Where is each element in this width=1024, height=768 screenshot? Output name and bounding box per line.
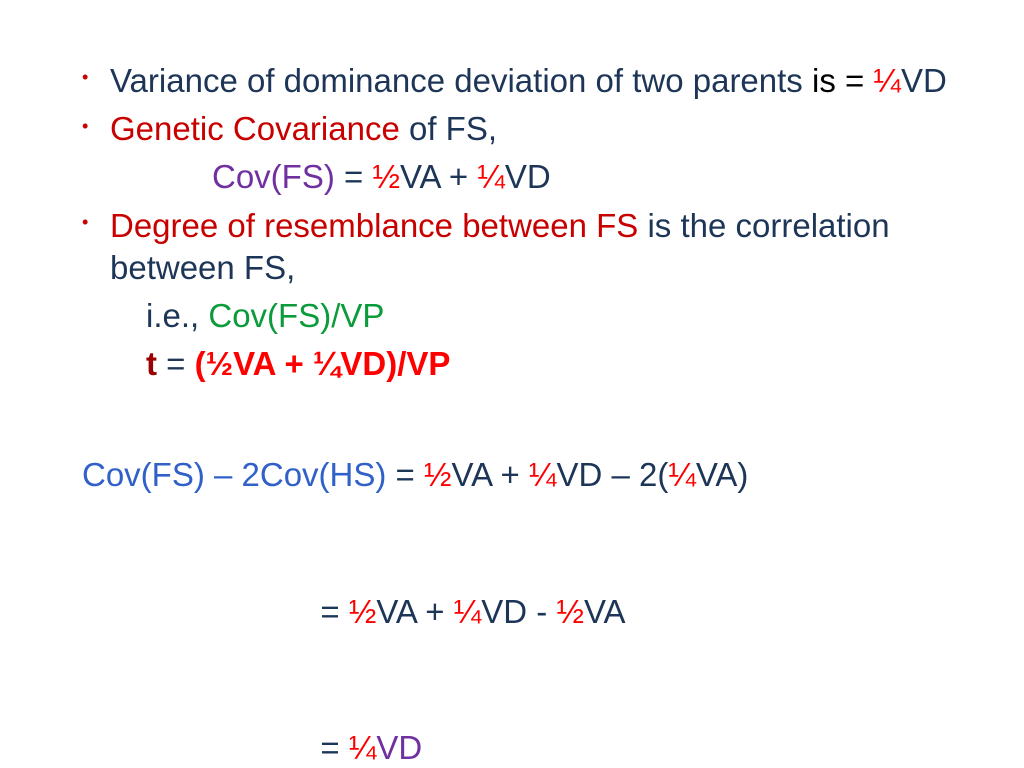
- b1-p3: ¼: [873, 62, 901, 99]
- slide: Variance of dominance deviation of two p…: [0, 0, 1024, 768]
- eq2-p5: VD -: [481, 593, 556, 630]
- b3s1-p1: i.e.,: [146, 297, 208, 334]
- b2s-p2: =: [335, 158, 373, 195]
- b2-p2: of FS,: [400, 110, 497, 147]
- eq1-p6: VD – 2(: [556, 456, 668, 493]
- eq2-p2: ½: [349, 593, 377, 630]
- eq2-p1: =: [320, 593, 348, 630]
- bullet-2: Genetic Covariance of FS,: [82, 108, 954, 150]
- b3-p1: Degree of resemblance between FS: [110, 207, 638, 244]
- bullet-3-sub1: i.e., Cov(FS)/VP: [146, 295, 954, 337]
- b3s2-p3: (½VA + ¼VD)/VP: [195, 345, 451, 382]
- eq1-p1: Cov(FS) – 2Cov(HS): [82, 456, 386, 493]
- eq3-p2: ¼: [349, 729, 377, 766]
- eq1-p7: ¼: [668, 456, 696, 493]
- b1-p1: Variance of dominance deviation of two p…: [110, 62, 803, 99]
- eq1-p8: VA): [696, 456, 749, 493]
- equation-1: Cov(FS) – 2Cov(HS) = ½VA + ¼VD – 2(¼VA): [82, 410, 954, 541]
- b2s-p3: ½: [372, 158, 400, 195]
- b2s-p5: ¼: [477, 158, 505, 195]
- bullet-3: Degree of resemblance between FS is the …: [82, 205, 954, 289]
- eq1-p3: ½: [424, 456, 452, 493]
- bullet-3-sub2: t = (½VA + ¼VD)/VP: [146, 343, 954, 385]
- eq2-p4: ¼: [454, 593, 482, 630]
- bullet-1: Variance of dominance deviation of two p…: [82, 60, 954, 102]
- b3s2-p2: =: [157, 345, 195, 382]
- eq1-p2: =: [386, 456, 424, 493]
- eq3-p1: =: [320, 729, 348, 766]
- b2s-p1: Cov(FS): [212, 158, 335, 195]
- b1-p4: VD: [901, 62, 947, 99]
- bullet-2-sub: Cov(FS) = ½VA + ¼VD: [212, 156, 954, 198]
- equation-2: = ½VA + ¼VD - ½VA: [82, 546, 954, 677]
- b3s2-p1: t: [146, 345, 157, 382]
- eq1-p4: VA +: [452, 456, 529, 493]
- equation-3: = ¼VD: [82, 683, 954, 768]
- b2s-p4: VA +: [400, 158, 477, 195]
- b1-p2: is =: [803, 62, 874, 99]
- b2s-p6: VD: [505, 158, 551, 195]
- eq2-pad: [82, 593, 320, 630]
- eq3-pad: [82, 729, 320, 766]
- eq2-p6: ½: [556, 593, 584, 630]
- eq3-p3: VD: [376, 729, 422, 766]
- b2-p1: Genetic Covariance: [110, 110, 400, 147]
- b3s1-p2: Cov(FS)/VP: [208, 297, 384, 334]
- eq2-p7: VA: [584, 593, 626, 630]
- eq1-p5: ¼: [529, 456, 557, 493]
- eq2-p3: VA +: [376, 593, 453, 630]
- spacer: [110, 392, 954, 410]
